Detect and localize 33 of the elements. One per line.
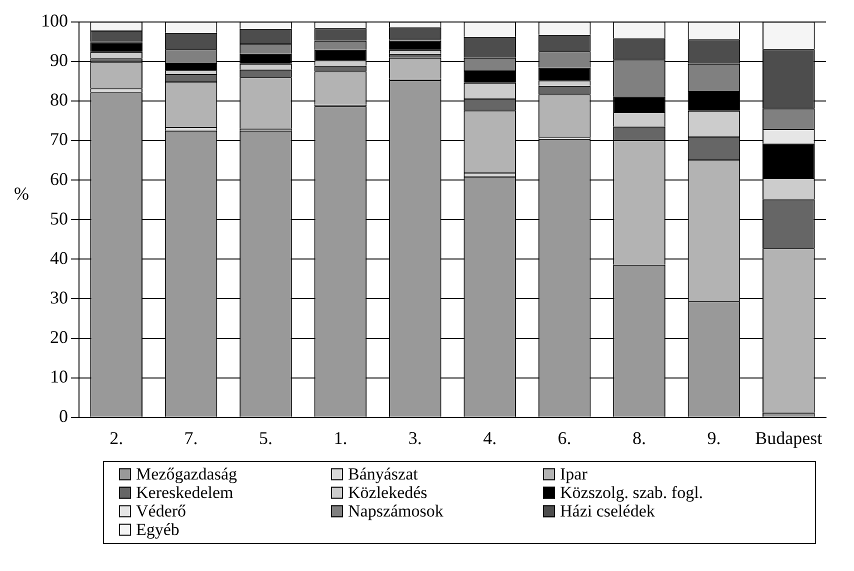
legend-label: Egyéb <box>136 520 180 540</box>
y-tick-label: 0 <box>59 406 68 426</box>
x-tick-label: 6. <box>558 428 572 448</box>
y-tick-label: 80 <box>50 90 68 110</box>
x-tick-label: 1. <box>334 428 348 448</box>
x-tick-label: 9. <box>707 428 721 448</box>
x-tick-label: 2. <box>110 428 124 448</box>
y-tick-label: 40 <box>50 248 68 268</box>
x-tick-label: 5. <box>259 428 272 448</box>
y-tick-label: 90 <box>50 50 68 70</box>
legend-label: Házi cselédek <box>560 502 656 521</box>
x-tick-label: 3. <box>408 428 422 448</box>
y-tick-label: 100 <box>41 10 68 31</box>
y-tick-label: 30 <box>50 287 68 308</box>
y-tick-label: 60 <box>50 168 68 189</box>
x-tick-label: 8. <box>632 428 646 448</box>
legend-label: Véderő <box>136 502 186 521</box>
x-tick-label: Budapest <box>755 428 822 448</box>
legend-label: Közszolg. szab. fogl. <box>560 483 704 502</box>
y-axis-title: % <box>14 183 29 204</box>
y-tick-label: 70 <box>50 129 68 150</box>
x-tick-label: 4. <box>483 428 497 448</box>
legend-label: Ipar <box>560 464 588 484</box>
legend-label: Kereskedelem <box>136 483 234 502</box>
legend-label: Bányászat <box>348 464 418 484</box>
legend-label: Napszámosok <box>348 502 444 521</box>
y-tick-label: 50 <box>50 208 68 228</box>
y-tick-label: 10 <box>50 366 68 387</box>
legend-label: Mezőgazdaság <box>136 464 238 484</box>
x-tick-label: 7. <box>184 428 198 448</box>
bar <box>389 40 442 50</box>
y-tick-label: 20 <box>50 327 68 348</box>
legend-label: Közlekedés <box>348 483 428 502</box>
